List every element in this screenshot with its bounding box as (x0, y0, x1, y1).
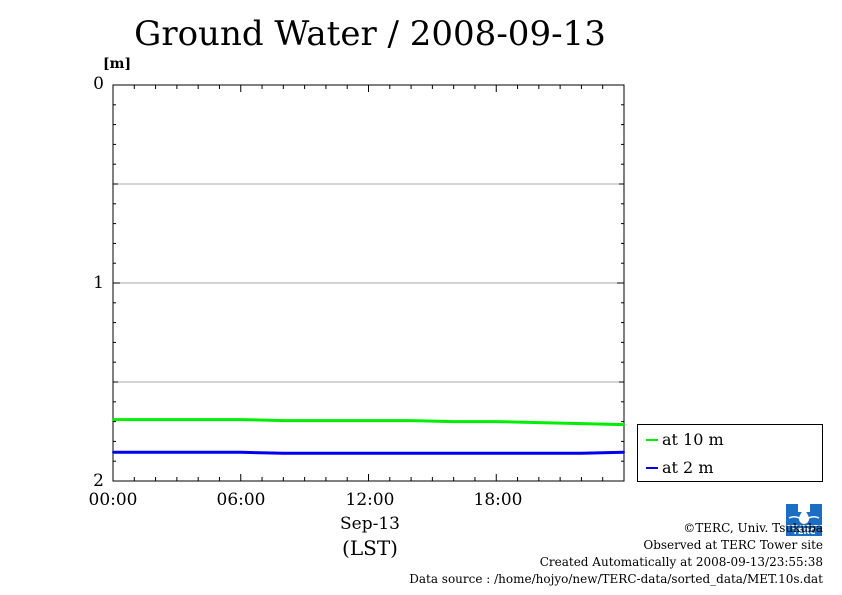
x-axis-date-label: Sep-13 (340, 514, 400, 534)
legend-label-10m: at 10 m (662, 430, 724, 449)
series-1-point-5 (324, 452, 327, 455)
series-1-point-9 (495, 452, 498, 455)
series-1-point-6 (367, 452, 370, 455)
y-axis-unit: [m] (103, 56, 132, 72)
series-0-point-10 (537, 421, 540, 424)
y-tick-label-2: 2 (93, 471, 104, 491)
series-1-point-3 (239, 451, 242, 454)
chart-title: Ground Water / 2008-09-13 (134, 14, 606, 54)
terc-logo-icon: TERC (786, 504, 822, 536)
legend-label-2m: at 2 m (662, 458, 714, 477)
series-0-point-7 (410, 419, 413, 422)
legend-swatch-10m (646, 438, 658, 441)
legend-item-10m: at 10 m (646, 430, 724, 449)
credit-created: Created Automatically at 2008-09-13/23:5… (539, 555, 823, 569)
series-1-point-7 (410, 452, 413, 455)
series-1-point-0 (112, 451, 114, 454)
credit-observed: Observed at TERC Tower site (643, 538, 823, 552)
series-0-point-1 (154, 418, 157, 421)
y-tick-label-0: 0 (93, 74, 104, 94)
series-0-point-12 (623, 423, 625, 426)
series-0-point-6 (367, 419, 370, 422)
legend-swatch-2m (646, 466, 658, 469)
series-0-point-5 (324, 419, 327, 422)
series-1-point-2 (197, 451, 200, 454)
series-1-point-10 (537, 452, 540, 455)
x-axis-timezone-label: (LST) (342, 536, 398, 560)
series-1-point-1 (154, 451, 157, 454)
logo-text: TERC (793, 527, 816, 536)
series-1-point-4 (282, 452, 285, 455)
series-0-point-0 (112, 418, 114, 421)
x-tick-label-0600: 06:00 (216, 490, 266, 510)
series-0-point-11 (580, 422, 583, 425)
series-0-point-8 (452, 420, 455, 423)
credit-data-source: Data source : /home/hojyo/new/TERC-data/… (409, 572, 823, 586)
series-0-point-3 (239, 418, 242, 421)
series-1-point-11 (580, 452, 583, 455)
series-1-point-12 (623, 451, 625, 454)
series-1-point-8 (452, 452, 455, 455)
y-tick-label-1: 1 (93, 273, 104, 293)
legend: at 10 m at 2 m (637, 424, 823, 482)
credit-copyright: ©TERC, Univ. Tsukuba (683, 521, 823, 535)
x-tick-label-0000: 00:00 (88, 490, 138, 510)
series-0-point-4 (282, 419, 285, 422)
x-tick-label-1800: 18:00 (473, 490, 523, 510)
legend-item-2m: at 2 m (646, 458, 714, 477)
x-tick-label-1200: 12:00 (345, 490, 395, 510)
series-0-point-2 (197, 418, 200, 421)
series-0-point-9 (495, 420, 498, 423)
